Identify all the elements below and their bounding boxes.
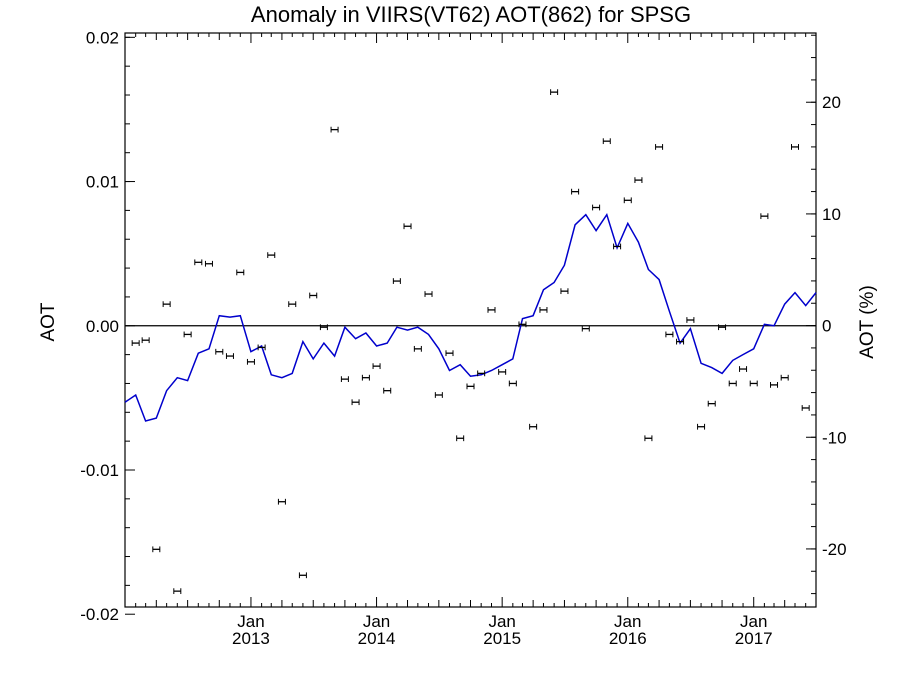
data-point <box>162 301 171 308</box>
data-point <box>613 243 622 250</box>
data-point <box>718 324 727 331</box>
data-point <box>319 324 328 331</box>
y-tick-label: -0.01 <box>80 461 119 480</box>
smoothed-anomaly-line <box>124 212 817 422</box>
data-point <box>760 213 769 220</box>
x-tick-month-label: Jan <box>488 612 515 631</box>
data-point <box>686 317 695 323</box>
data-point <box>340 376 349 383</box>
data-point <box>749 380 758 387</box>
y-tick-label: 0.02 <box>86 28 119 47</box>
data-point <box>665 331 674 338</box>
data-point <box>445 350 454 357</box>
anomaly-points <box>131 89 810 595</box>
data-point <box>655 144 664 150</box>
data-point <box>508 380 517 387</box>
x-tick-year-label: 2014 <box>358 629 396 648</box>
y-tick-label: 0.01 <box>86 173 119 192</box>
data-point <box>141 337 150 344</box>
data-point <box>602 138 611 145</box>
data-point <box>592 204 601 211</box>
data-point <box>697 423 706 430</box>
data-point <box>623 197 632 204</box>
data-point <box>309 292 318 299</box>
data-point <box>403 223 412 230</box>
data-point <box>236 269 245 276</box>
data-point <box>634 177 643 183</box>
y-right-tick-label: -10 <box>822 428 847 447</box>
data-point <box>539 307 548 313</box>
data-point <box>194 259 203 266</box>
data-point <box>424 291 433 297</box>
data-point <box>277 498 286 505</box>
data-point <box>498 369 507 375</box>
data-point <box>413 345 422 352</box>
data-point <box>770 382 779 388</box>
x-tick-month-label: Jan <box>237 612 264 631</box>
data-point <box>298 572 307 579</box>
x-tick-year-label: 2017 <box>735 629 773 648</box>
data-point <box>644 435 653 442</box>
data-point <box>288 301 297 308</box>
y-right-tick-label: -20 <box>822 540 847 559</box>
x-tick-month-label: Jan <box>614 612 641 631</box>
data-point <box>791 144 800 150</box>
y-right-tick-label: 0 <box>822 317 831 336</box>
data-point <box>361 374 370 381</box>
data-point <box>173 588 182 595</box>
data-point <box>477 370 486 377</box>
data-point <box>131 340 140 346</box>
data-point <box>676 338 685 345</box>
data-point <box>383 387 392 394</box>
data-point <box>330 126 339 133</box>
data-point <box>257 344 266 351</box>
data-point <box>152 546 161 553</box>
x-tick-year-label: 2016 <box>609 629 647 648</box>
data-point <box>456 435 465 442</box>
data-point <box>581 325 590 332</box>
data-point <box>215 348 224 355</box>
data-point <box>571 188 580 195</box>
y-tick-label: -0.02 <box>80 605 119 624</box>
x-tick-year-label: 2013 <box>232 629 270 648</box>
data-point <box>550 89 559 96</box>
data-point <box>487 307 496 313</box>
data-point <box>560 288 569 295</box>
data-point <box>267 252 276 258</box>
data-point <box>372 363 381 370</box>
data-point <box>392 278 401 284</box>
data-point <box>204 260 213 267</box>
data-point <box>183 331 192 338</box>
data-point <box>351 399 360 406</box>
data-point <box>801 405 810 411</box>
data-point <box>466 383 475 390</box>
chart-title: Anomaly in VIIRS(VT62) AOT(862) for SPSG <box>251 2 691 27</box>
left-axis-ticks: 0.02 0.01 0.00 -0.01 -0.02 <box>80 28 135 624</box>
right-axis-ticks: 20 10 0 -10 -20 <box>806 34 847 595</box>
data-point <box>707 400 716 407</box>
data-point <box>529 423 538 430</box>
y-axis-label-left: AOT <box>38 302 59 341</box>
x-tick-month-label: Jan <box>740 612 767 631</box>
data-point <box>246 358 255 365</box>
y-right-tick-label: 20 <box>822 93 841 112</box>
data-point <box>225 353 234 359</box>
data-point <box>518 321 527 328</box>
data-point <box>728 380 737 387</box>
y-tick-label: 0.00 <box>86 317 119 336</box>
plot-frame <box>124 32 817 608</box>
data-point <box>739 366 748 372</box>
data-point <box>434 392 443 398</box>
x-tick-month-label: Jan <box>363 612 390 631</box>
x-tick-year-label: 2015 <box>483 629 521 648</box>
y-axis-label-right: AOT (%) <box>857 285 878 359</box>
data-point <box>780 374 789 381</box>
y-right-tick-label: 10 <box>822 205 841 224</box>
